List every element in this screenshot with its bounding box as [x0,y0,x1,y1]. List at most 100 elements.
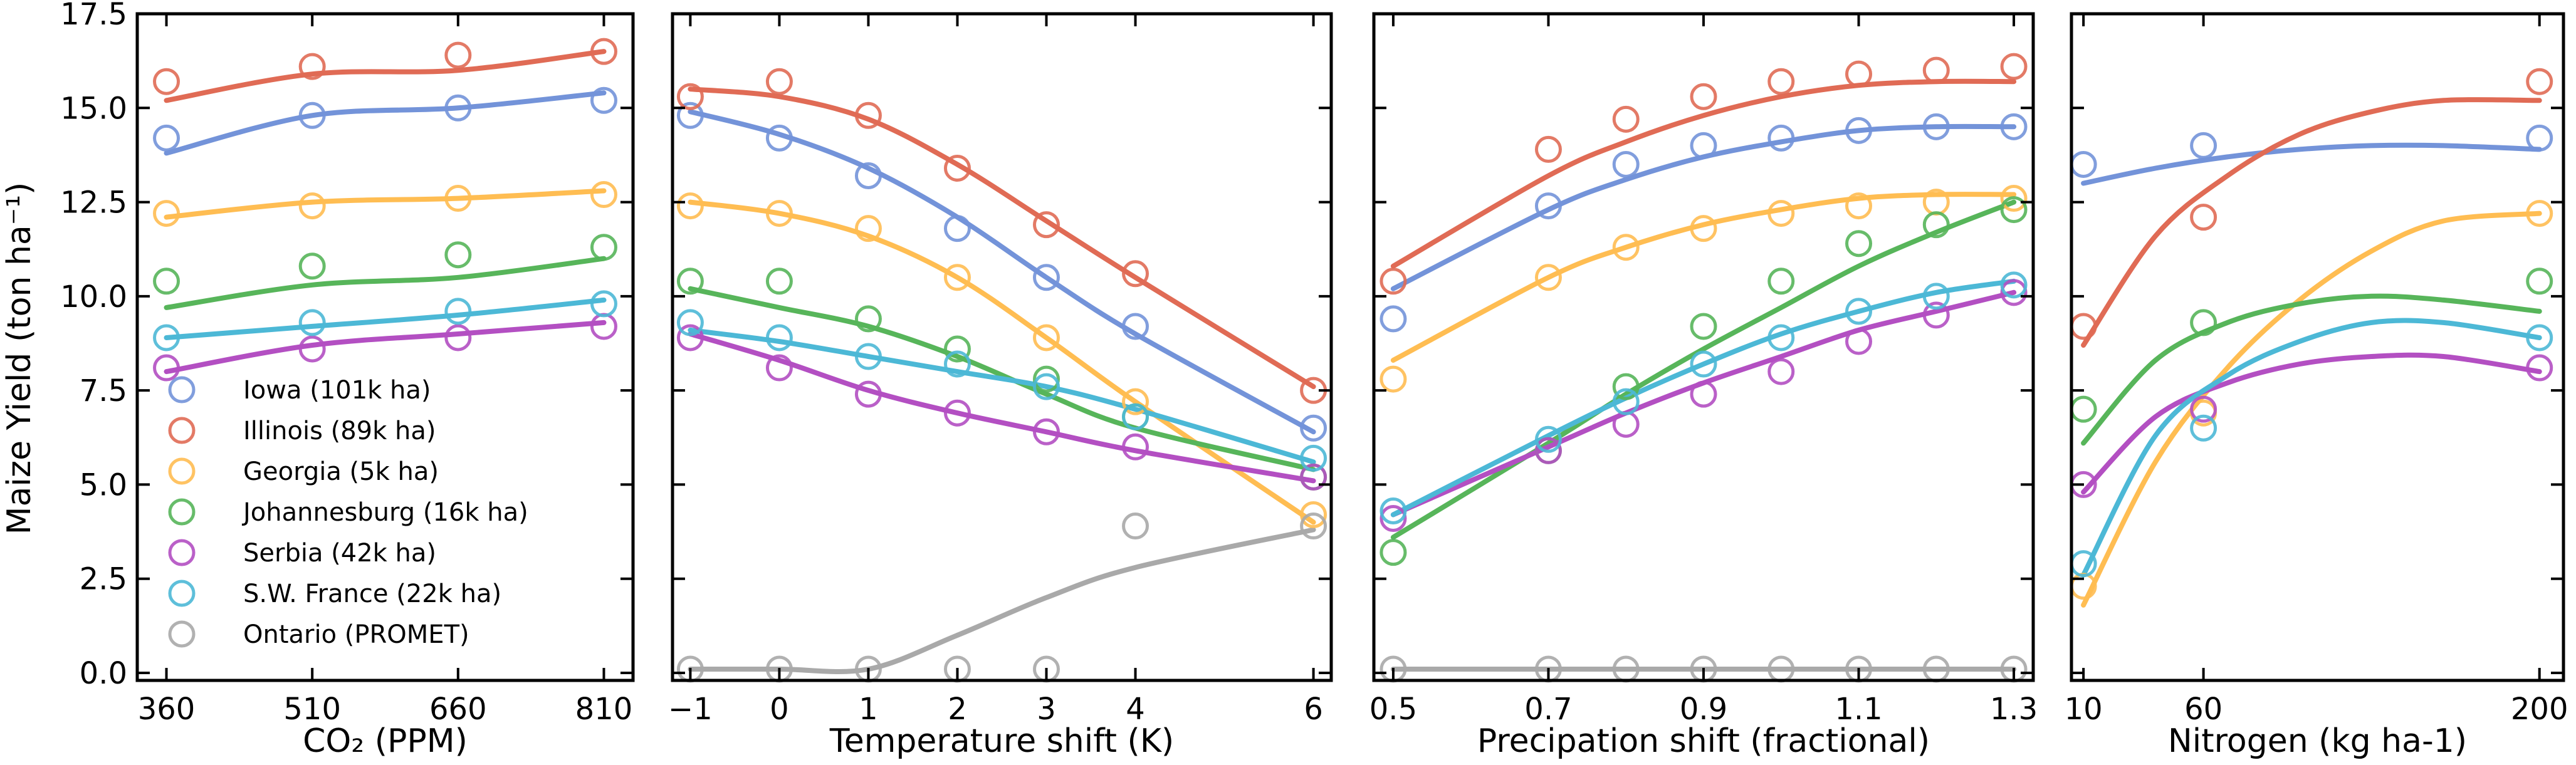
point-france [590,290,617,318]
point-iowa [1033,264,1060,291]
fit-line-serbia [164,320,607,375]
panel-3: 0.5 0.7 0.9 1.1 1.3 Precipation shift (fracti… [1369,12,2038,760]
fit-line-france [688,327,1316,465]
legend-label-johannesburg: Johannesburg (16k ha) [241,498,528,527]
fit-line-georgia [2081,211,2542,608]
x-tick-label: −1 [668,692,713,727]
legend-marker-illinois [168,417,196,444]
point-illinois [590,38,617,65]
point-serbia [765,354,793,382]
point-iowa [1380,305,1407,333]
fit-line-serbia [688,331,1316,484]
point-georgia [444,185,472,212]
point-illinois [1845,60,1873,88]
point-iowa [2070,150,2097,178]
fit-lines [2081,96,2542,608]
x-axis-label: CO₂ (PPM) [303,722,468,760]
point-france [1033,373,1060,400]
x-tick-label: 10 [2065,692,2103,727]
point-johannesburg [943,335,971,363]
point-johannesburg [2190,309,2217,336]
point-serbia [590,313,617,340]
y-tick-label: 17.5 [60,0,127,32]
legend-marker-ontario [168,620,196,648]
point-illinois [153,68,181,95]
panel-1: 0.0 2.5 5.0 7.5 10.0 12.5 15.0 17.5 360 510 660 810… [60,0,635,760]
x-tick-label: 0.7 [1524,692,1572,727]
point-johannesburg [1922,211,1950,239]
legend-label-iowa: Iowa (101k ha) [243,376,431,405]
point-serbia [1033,418,1060,445]
point-serbia [153,354,181,382]
point-france [854,343,882,370]
fit-line-georgia [1390,192,2017,363]
point-iowa [1122,313,1149,340]
point-france [153,324,181,351]
x-tick-label: 0 [770,692,789,727]
legend-marker-serbia [168,539,196,566]
point-johannesburg [2000,196,2028,224]
legend-marker-johannesburg [168,498,196,526]
point-france [1534,425,1562,453]
point-illinois [765,68,793,95]
point-iowa [1300,414,1327,442]
point-iowa [590,86,617,114]
fit-line-illinois [1390,78,2017,269]
point-france [1612,388,1640,415]
x-tick-label: 200 [2511,692,2568,727]
x-tick-label: 1 [859,692,878,727]
fit-line-france [164,297,607,340]
point-johannesburg [765,268,793,295]
point-serbia [444,324,472,351]
x-tick-label: 3 [1037,692,1056,727]
point-iowa [2526,124,2553,152]
point-serbia [2000,279,2028,306]
point-iowa [1612,150,1640,178]
point-ontario [1300,513,1327,540]
point-illinois [1033,211,1060,239]
point-france [298,309,326,336]
fit-line-serbia [2081,352,2542,495]
point-illinois [2070,313,2097,340]
point-iowa [943,215,971,242]
point-illinois [444,41,472,69]
point-johannesburg [854,305,882,333]
x-tick-label: 810 [575,692,633,727]
point-serbia [1690,380,1717,408]
x-tick-label: 360 [138,692,196,727]
y-tick-label: 2.5 [80,562,127,597]
point-serbia [298,335,326,363]
x-tick-label: 1.3 [1990,692,2038,727]
point-georgia [153,200,181,227]
point-illinois [1612,105,1640,133]
data-points [1380,53,2028,683]
point-illinois [2000,53,2028,80]
point-serbia [1534,437,1562,464]
point-georgia [298,192,326,220]
fit-line-iowa [1390,123,2017,291]
point-georgia [1612,234,1640,261]
panel-frame [135,12,635,682]
data-points [2070,68,2553,600]
fit-line-georgia [164,188,607,220]
y-tick-label: 15.0 [60,91,127,126]
point-serbia [854,380,882,408]
data-points [676,68,1327,683]
x-tick-label: 60 [2184,692,2223,727]
point-iowa [1690,132,1717,159]
legend-marker-georgia [168,457,196,485]
point-serbia [2190,395,2217,423]
point-georgia [765,200,793,227]
point-georgia [854,215,882,242]
legend-label-france: S.W. France (22k ha) [243,580,501,608]
point-illinois [1380,268,1407,295]
point-georgia [1767,200,1795,227]
y-axis-label: Maize Yield (ton ha⁻¹) [1,182,38,535]
legend-marker-france [168,580,196,607]
point-france [1922,283,1950,310]
point-france [2190,414,2217,442]
point-georgia [1534,264,1562,291]
x-tick-label: 6 [1304,692,1323,727]
